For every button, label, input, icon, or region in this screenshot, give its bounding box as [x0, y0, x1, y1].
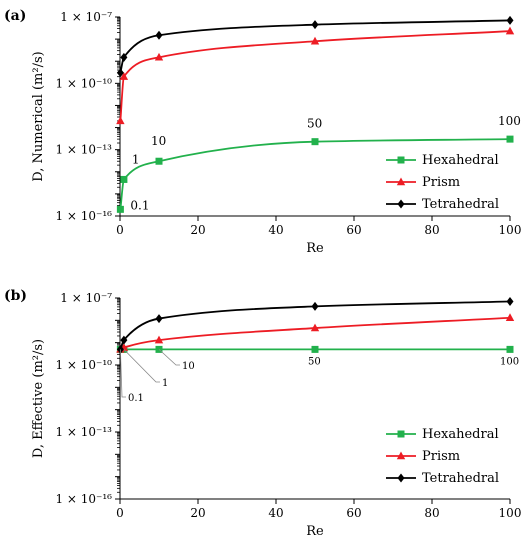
- data-point: [506, 15, 514, 25]
- x-tick-label: 40: [268, 506, 283, 520]
- data-point: [120, 52, 128, 62]
- annotation-label: 0.1: [128, 393, 144, 404]
- annotation-label: 10: [151, 134, 166, 148]
- panel-label: (a): [4, 8, 26, 24]
- legend-label: Hexahedral: [422, 427, 499, 442]
- data-point: [116, 116, 125, 125]
- data-point: [154, 335, 164, 344]
- data-point: [120, 175, 128, 183]
- series-hexahedral: [116, 345, 514, 353]
- x-tick-label: 60: [346, 223, 361, 237]
- legend-marker: [396, 451, 406, 460]
- data-point: [119, 72, 129, 80]
- x-tick-label: 0: [116, 223, 124, 237]
- data-point: [116, 205, 124, 213]
- legend-marker: [396, 177, 406, 186]
- data-point: [116, 68, 124, 78]
- series-line: [119, 30, 511, 121]
- y-tick-label: 1 × 10⁻¹⁶: [55, 492, 112, 506]
- data-point: [311, 138, 319, 146]
- y-tick-label: 1 × 10⁻¹³: [55, 425, 112, 439]
- annotation-label: 0.1: [130, 198, 149, 212]
- legend: Hexahedral Prism Tetrahedral: [386, 153, 499, 212]
- data-point: [311, 20, 319, 30]
- y-tick-label: 1 × 10⁻¹⁶: [55, 209, 112, 223]
- legend-label: Hexahedral: [422, 153, 499, 168]
- series-hexahedral: [116, 135, 514, 213]
- annotation-label: 50: [308, 356, 321, 367]
- x-tick-label: 60: [346, 506, 361, 520]
- legend-label: Prism: [422, 449, 460, 464]
- x-tick-label: 100: [499, 223, 522, 237]
- legend-label: Tetrahedral: [422, 197, 499, 212]
- series-line: [119, 316, 511, 351]
- legend-marker: [397, 430, 405, 438]
- data-point: [505, 313, 515, 321]
- panel-label: (b): [4, 288, 27, 304]
- chart-panel-1: (a) 1 × 10⁻¹⁶ 1 × 10⁻¹³ 1 × 10⁻¹⁰ 1 × 10⁻⁷ 0 2…: [4, 8, 521, 256]
- data-point: [120, 335, 128, 345]
- y-tick-label: 1 × 10⁻¹⁰: [55, 76, 112, 90]
- data-point: [155, 157, 163, 165]
- y-tick-label: 1 × 10⁻⁷: [60, 10, 112, 24]
- x-tick-label: 80: [424, 223, 439, 237]
- data-point: [155, 314, 163, 324]
- data-point: [311, 345, 319, 353]
- data-point: [311, 301, 319, 311]
- series-tetrahedral: [116, 296, 514, 354]
- x-axis-title: Re: [306, 241, 324, 256]
- data-point: [310, 36, 320, 45]
- legend-label: Tetrahedral: [422, 471, 499, 486]
- annotation-label: 50: [307, 117, 322, 131]
- legend-marker: [397, 156, 405, 164]
- y-axis-title: D, Effective (m²/s): [31, 339, 46, 458]
- x-tick-label: 40: [268, 223, 283, 237]
- annotation-leader: [119, 349, 126, 398]
- data-point: [506, 296, 514, 306]
- annotation-label: 1: [162, 378, 168, 389]
- legend-marker: [397, 199, 405, 209]
- annotation-label: 10: [182, 361, 195, 372]
- data-point: [154, 52, 164, 61]
- chart-panel-2: (b) 1 × 10⁻¹⁶ 1 × 10⁻¹³ 1 × 10⁻¹⁰ 1 × 10⁻⁷ 0 2…: [4, 288, 521, 539]
- annotation-label: 100: [500, 356, 519, 367]
- x-tick-label: 20: [190, 223, 205, 237]
- data-point: [506, 135, 514, 143]
- data-point: [310, 323, 320, 332]
- data-point: [505, 26, 515, 35]
- annotation-label: 1: [132, 152, 140, 166]
- x-axis-title: Re: [306, 524, 324, 539]
- legend: Hexahedral Prism Tetrahedral: [386, 427, 499, 486]
- data-point: [506, 345, 514, 353]
- x-tick-label: 100: [499, 506, 522, 520]
- annotation-leader: [158, 349, 180, 366]
- legend-label: Prism: [422, 175, 460, 190]
- y-axis-title: D, Numerical (m²/s): [31, 51, 46, 181]
- series-tetrahedral: [116, 15, 514, 78]
- x-tick-label: 20: [190, 506, 205, 520]
- annotation-leader: [123, 349, 160, 383]
- x-tick-label: 0: [116, 506, 124, 520]
- annotation-label: 100: [498, 114, 521, 128]
- legend-marker: [397, 473, 405, 483]
- y-tick-label: 1 × 10⁻¹⁰: [55, 358, 112, 372]
- x-tick-label: 80: [424, 506, 439, 520]
- series-prism: [116, 26, 515, 125]
- data-point: [155, 30, 163, 40]
- y-tick-label: 1 × 10⁻¹³: [55, 143, 112, 157]
- y-tick-label: 1 × 10⁻⁷: [60, 291, 112, 305]
